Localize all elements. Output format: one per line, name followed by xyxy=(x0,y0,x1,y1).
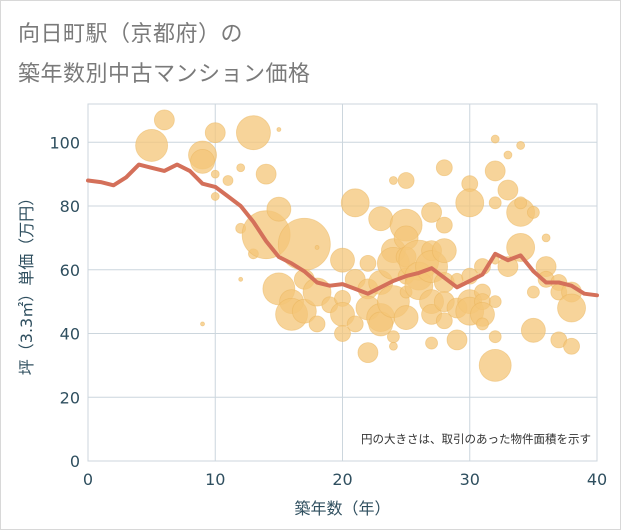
data-bubble xyxy=(514,196,528,210)
data-bubble xyxy=(291,298,317,324)
data-bubble xyxy=(308,315,326,333)
x-tick-label: 10 xyxy=(205,470,225,489)
x-tick-label: 30 xyxy=(460,470,480,489)
y-tick-label: 0 xyxy=(70,452,80,471)
data-bubble xyxy=(238,276,244,282)
data-bubble xyxy=(488,196,502,210)
data-bubble xyxy=(435,159,453,177)
data-bubble xyxy=(368,206,394,232)
data-bubble xyxy=(490,134,500,144)
data-bubble xyxy=(497,256,519,277)
data-bubble xyxy=(357,342,379,364)
data-bubble xyxy=(446,329,468,351)
y-tick-label: 20 xyxy=(60,388,80,407)
x-tick-label: 0 xyxy=(83,470,93,489)
data-bubble xyxy=(526,285,540,299)
data-bubble xyxy=(359,254,377,272)
data-bubble xyxy=(557,293,586,323)
data-bubble xyxy=(425,336,438,350)
chart-title-line-2: 築年数別中古マンション価格 xyxy=(18,62,311,87)
data-bubble xyxy=(497,179,519,201)
data-bubble xyxy=(421,201,442,223)
data-bubble xyxy=(503,150,513,160)
data-bubble xyxy=(435,216,453,234)
data-bubble xyxy=(393,305,419,330)
data-bubble xyxy=(431,238,457,264)
x-tick-label: 20 xyxy=(332,470,352,489)
data-bubble xyxy=(153,109,175,131)
y-tick-labels: 0 20 40 60 80 100 xyxy=(49,133,80,471)
y-tick-label: 100 xyxy=(49,133,80,152)
chart-title-line-1: 向日町駅（京都府）の xyxy=(18,22,244,47)
data-bubble xyxy=(455,188,485,218)
data-bubble xyxy=(506,233,536,262)
data-bubble xyxy=(541,233,551,243)
data-bubble xyxy=(222,175,234,186)
data-bubble xyxy=(334,325,351,342)
data-bubble xyxy=(388,176,398,185)
y-axis-title: 坪（3.3㎡）単価（万円） xyxy=(17,190,36,375)
data-bubble xyxy=(516,141,526,150)
data-bubble xyxy=(520,317,546,343)
data-bubble xyxy=(190,148,215,174)
y-tick-label: 60 xyxy=(60,261,80,280)
data-bubble xyxy=(314,245,320,250)
data-bubble xyxy=(276,127,282,132)
data-bubble xyxy=(478,348,512,382)
data-bubble xyxy=(397,172,415,189)
data-bubble xyxy=(563,337,580,355)
data-bubble xyxy=(484,160,506,182)
x-axis-title: 築年数（年） xyxy=(294,499,390,518)
data-bubble xyxy=(200,321,205,327)
data-bubble xyxy=(135,129,169,162)
data-bubble xyxy=(388,341,398,351)
data-bubble xyxy=(340,188,370,218)
data-bubble xyxy=(330,247,355,273)
y-tick-label: 80 xyxy=(60,197,80,216)
data-bubble xyxy=(255,163,277,185)
x-tick-labels: 0 10 20 30 40 xyxy=(83,470,607,489)
data-bubble xyxy=(386,330,400,344)
data-bubble xyxy=(210,169,220,179)
bubble-size-note: 円の大きさは、取引のあった物件面積を示す xyxy=(361,432,591,446)
data-bubble xyxy=(210,192,220,201)
data-bubble xyxy=(346,315,364,333)
data-bubble xyxy=(236,163,246,173)
y-tick-label: 40 xyxy=(60,325,80,344)
data-bubble xyxy=(488,295,502,309)
data-bubble xyxy=(476,317,489,331)
data-bubble xyxy=(488,330,502,344)
data-bubble xyxy=(236,115,271,151)
data-bubble xyxy=(435,312,453,330)
x-tick-label: 40 xyxy=(587,470,607,489)
data-bubble xyxy=(526,205,540,219)
data-bubble xyxy=(204,122,226,144)
trend-line xyxy=(86,162,599,298)
data-bubble xyxy=(266,196,292,222)
